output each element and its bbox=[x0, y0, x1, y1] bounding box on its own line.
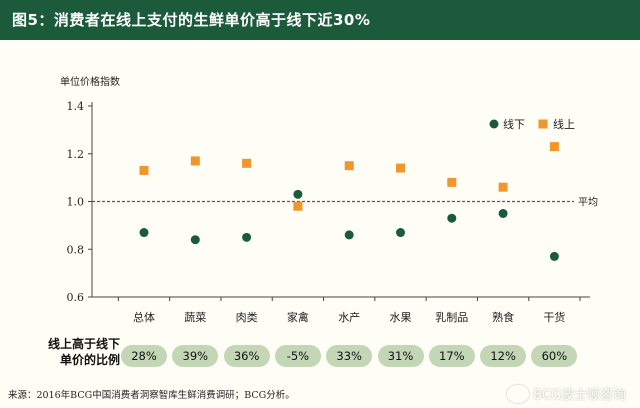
x-tick-label: 乳制品 bbox=[435, 311, 468, 324]
diff-row-title-line1: 线上高于线下 bbox=[47, 337, 120, 351]
offline-point bbox=[498, 208, 508, 218]
online-point bbox=[190, 156, 200, 166]
diff-pill: 33% bbox=[326, 345, 373, 367]
y-tick-label: 1.4 bbox=[67, 100, 85, 113]
diff-pill: 36% bbox=[223, 345, 270, 367]
diff-pill: 39% bbox=[172, 345, 219, 367]
y-tick-label: 1.2 bbox=[67, 148, 85, 161]
y-tick-label: 1.0 bbox=[67, 196, 85, 209]
legend-offline-marker bbox=[489, 119, 499, 129]
watermark: BCG波士顿咨询 bbox=[507, 384, 626, 403]
diff-pill: 12% bbox=[480, 345, 527, 367]
legend-offline-label: 线下 bbox=[503, 117, 525, 131]
online-point bbox=[242, 158, 252, 168]
online-point bbox=[139, 165, 149, 175]
source-note: 来源：2016年BCG中国消费者洞察智库生鲜消费调研；BCG分析。 bbox=[8, 390, 295, 401]
diff-row-title-line2: 单价的比例 bbox=[59, 353, 120, 367]
average-reference-label: 平均 bbox=[578, 197, 598, 209]
y-axis-label: 单位价格指数 bbox=[60, 77, 120, 88]
legend-online-label: 线上 bbox=[553, 117, 575, 131]
offline-point bbox=[396, 228, 405, 238]
x-tick-label: 肉类 bbox=[236, 310, 258, 324]
online-point bbox=[344, 161, 354, 171]
offline-point bbox=[344, 230, 354, 240]
y-tick-label: 0.8 bbox=[67, 243, 85, 256]
wechat-icon bbox=[507, 384, 530, 403]
online-point bbox=[549, 142, 559, 152]
offline-point bbox=[190, 235, 200, 245]
diff-pill: 60% bbox=[531, 345, 578, 367]
online-point bbox=[396, 163, 405, 173]
chart-title: 图5：消费者在线上支付的生鲜单价高于线下近30% bbox=[0, 0, 640, 40]
x-tick-label: 家禽 bbox=[287, 310, 309, 324]
offline-point bbox=[293, 189, 303, 199]
offline-point bbox=[139, 228, 149, 238]
x-tick-label: 水产 bbox=[338, 310, 360, 324]
online-point bbox=[498, 182, 508, 192]
watermark-text: BCG波士顿咨询 bbox=[533, 388, 626, 403]
diff-pill: 31% bbox=[377, 345, 424, 367]
diff-row-title: 线上高于线下 单价的比例 bbox=[12, 336, 120, 368]
diff-pill: 17% bbox=[428, 345, 475, 367]
y-tick-label: 0.6 bbox=[67, 291, 85, 304]
online-point bbox=[447, 177, 457, 187]
x-tick-label: 蔬菜 bbox=[184, 311, 206, 324]
offline-point bbox=[242, 232, 252, 242]
x-tick-label: 水果 bbox=[390, 311, 412, 324]
scatter-chart: 0.6 0.8 1.0 1.2 1.4 总体 蔬菜 肉类 家禽 水产 水果 乳制品 熟食 干货 平均 线下 线上 bbox=[67, 100, 599, 324]
x-tick-label: 熟食 bbox=[492, 310, 514, 324]
x-tick-label: 总体 bbox=[133, 310, 155, 324]
x-tick-label: 干货 bbox=[543, 310, 565, 324]
online-point bbox=[293, 201, 303, 211]
diff-pill: -5% bbox=[274, 345, 321, 367]
offline-point bbox=[549, 251, 559, 261]
legend-online-marker bbox=[538, 119, 548, 129]
offline-point bbox=[447, 213, 457, 223]
diff-pill: 28% bbox=[121, 345, 167, 367]
